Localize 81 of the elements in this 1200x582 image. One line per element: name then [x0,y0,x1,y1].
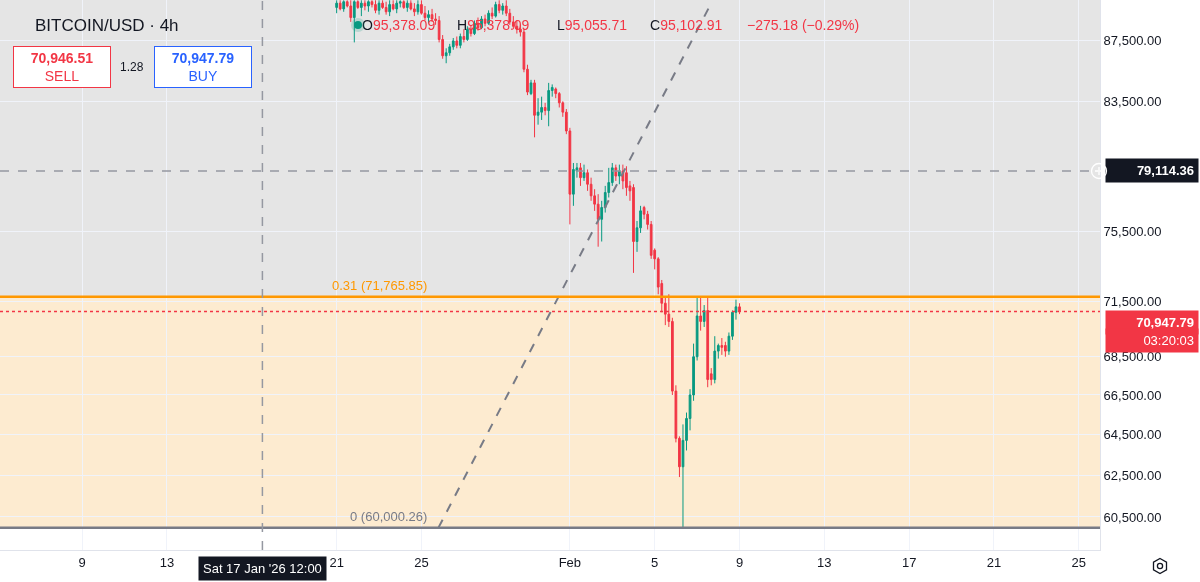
candlestick [338,0,342,11]
annotation: 1.28 [120,60,144,74]
candlestick [625,165,628,197]
candlestick [356,0,360,10]
candlestick [713,335,717,384]
candlestick [596,193,600,248]
x-tick-label: 13 [817,554,832,570]
x-tick-label: 25 [414,554,429,570]
candlestick [536,97,540,126]
x-tick-label: 9 [735,554,744,570]
annotation: C95,102.91 [650,17,723,33]
ref-line-label: 0.31 (71,765.85) [332,278,428,293]
candlestick [420,0,423,16]
candlestick [720,337,724,356]
candlestick [363,0,367,11]
y-tick-label: 68,500.00 [1103,349,1162,365]
candlestick [572,162,575,207]
candlestick [600,200,604,243]
candlestick [388,0,391,17]
candlestick [540,96,543,121]
candlestick [543,102,547,116]
candlestick [529,79,533,96]
x-tick-label: 13 [159,554,175,570]
candlestick [632,183,635,274]
candlestick [724,341,727,358]
ref-line-label: 79,114.36 [1136,163,1194,178]
candlestick [444,47,448,64]
y-tick-label: 62,500.00 [1103,467,1162,483]
candlestick [494,1,498,19]
x-tick-label: 21 [329,554,344,570]
candlestick [374,0,377,14]
candlestick [360,0,363,17]
y-tick-label: 60,500.00 [1103,509,1162,525]
candlestick [405,0,409,13]
candlestick [413,2,416,17]
candlestick [352,0,356,43]
candlestick [490,6,494,20]
annotation: 70,947.79 [171,50,235,66]
y-tick-label: 75,500.00 [1103,223,1162,239]
y-tick-label: 66,500.00 [1103,387,1162,403]
candlestick [367,0,370,13]
y-tick-label: 71,500.00 [1103,293,1162,309]
candlestick [377,0,381,16]
candlestick [547,82,551,127]
x-tick-label: Feb [558,554,582,570]
annotation: SELL [44,68,80,85]
annotation: 70,946.51 [30,50,94,66]
candlestick [335,0,338,14]
ref-line-label: Sat 17 Jan '26 12:00 [203,561,322,576]
candlestick [501,2,505,16]
candlestick [342,0,346,13]
x-tick-label: 25 [1071,554,1087,570]
candlestick [617,164,621,185]
annotation: −275.18 (−0.29%) [747,17,860,33]
y-tick-label: 83,500.00 [1103,93,1162,109]
x-tick-label: 9 [78,554,86,570]
annotation: BUY [188,68,218,85]
annotation: O95,378.09 [362,17,436,33]
candlestick [384,1,388,16]
candlestick [462,28,466,43]
x-tick-label: 21 [986,554,1002,570]
candlestick [391,0,395,11]
y-tick-label: 64,500.00 [1103,426,1162,442]
candlestick [497,0,501,14]
annotation: L95,055.71 [557,17,628,33]
x-tick-label: 17 [901,554,917,570]
x-tick-label: 5 [651,554,659,570]
ref-line-label: 70,947.79 [1136,315,1194,330]
candlestick [402,0,406,10]
candlestick [349,0,353,23]
text: 03:20:03 [1143,333,1194,348]
candlestick [458,33,462,49]
y-tick-label: 87,500.00 [1103,33,1162,49]
candlestick [582,164,586,182]
candlestick [416,0,420,16]
text: BITCOIN/USD · 4h [35,15,179,35]
candlestick [395,0,399,14]
ref-line-label: 0 (60,000.26) [350,509,428,524]
candlestick [455,36,459,49]
candlestick [533,79,536,138]
candlestick [702,304,706,328]
